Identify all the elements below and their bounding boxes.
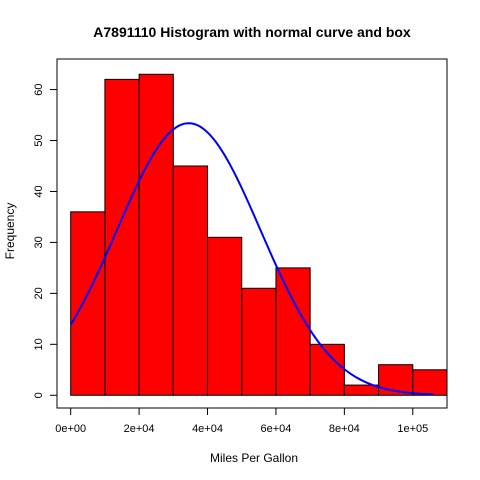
x-tick-label: 2e+04 — [124, 423, 155, 435]
histogram-bar — [138, 73, 174, 396]
x-tick-label: 0e+00 — [55, 423, 86, 435]
normal-curve — [69, 122, 434, 396]
x-tick-label: 6e+04 — [260, 423, 291, 435]
y-tick-label: 30 — [33, 236, 45, 248]
histogram-bar — [70, 211, 106, 396]
y-tick-label: 10 — [33, 338, 45, 350]
y-tick-label: 0 — [33, 392, 45, 398]
y-axis-label: Frequency — [3, 203, 17, 260]
x-tick-label: 1e+05 — [397, 423, 428, 435]
y-tick-label: 40 — [33, 185, 45, 197]
histogram-bar — [275, 267, 311, 396]
histogram-bar — [343, 384, 380, 396]
x-tick-label: 8e+04 — [329, 423, 360, 435]
histogram-bar — [241, 287, 277, 396]
x-tick-label: 4e+04 — [192, 423, 223, 435]
histogram-bar — [207, 236, 243, 396]
chart-title: A7891110 Histogram with normal curve and… — [93, 24, 411, 40]
x-axis-label: Miles Per Gallon — [210, 451, 298, 465]
y-tick-label: 50 — [33, 134, 45, 146]
histogram-bar — [172, 165, 209, 396]
x-axis: 0e+00 2e+04 4e+04 6e+04 8e+04 1e+05 — [55, 407, 428, 435]
histogram-bar — [104, 78, 140, 396]
y-axis: 0 10 20 30 40 50 60 — [33, 83, 58, 398]
histogram-bar — [412, 369, 448, 396]
y-tick-label: 60 — [33, 83, 45, 95]
histogram-bars — [70, 73, 448, 396]
y-tick-label: 20 — [33, 287, 45, 299]
